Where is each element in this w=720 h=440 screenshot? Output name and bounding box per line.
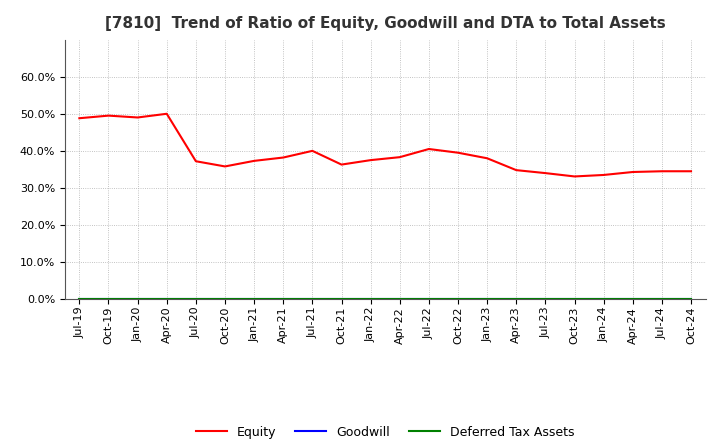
Equity [599,172,608,178]
Deferred Tax Assets [425,297,433,302]
Equity [192,158,200,164]
Equity [629,169,637,175]
Deferred Tax Assets [599,297,608,302]
Deferred Tax Assets [133,297,142,302]
Deferred Tax Assets [541,297,550,302]
Deferred Tax Assets [512,297,521,302]
Equity [454,150,462,155]
Equity [395,154,404,160]
Deferred Tax Assets [250,297,258,302]
Goodwill [163,297,171,302]
Equity [308,148,317,154]
Line: Equity: Equity [79,114,691,176]
Deferred Tax Assets [308,297,317,302]
Equity [250,158,258,164]
Equity [512,168,521,173]
Equity [133,115,142,120]
Goodwill [366,297,375,302]
Goodwill [220,297,229,302]
Equity [75,116,84,121]
Equity [366,158,375,163]
Goodwill [541,297,550,302]
Goodwill [75,297,84,302]
Goodwill [483,297,492,302]
Equity [425,147,433,152]
Deferred Tax Assets [483,297,492,302]
Goodwill [425,297,433,302]
Goodwill [599,297,608,302]
Equity [163,111,171,117]
Equity [104,113,113,118]
Deferred Tax Assets [75,297,84,302]
Goodwill [570,297,579,302]
Goodwill [279,297,287,302]
Deferred Tax Assets [337,297,346,302]
Equity [570,174,579,179]
Equity [220,164,229,169]
Equity [483,156,492,161]
Goodwill [337,297,346,302]
Equity [687,169,696,174]
Goodwill [629,297,637,302]
Goodwill [308,297,317,302]
Goodwill [395,297,404,302]
Goodwill [104,297,113,302]
Deferred Tax Assets [570,297,579,302]
Goodwill [133,297,142,302]
Deferred Tax Assets [192,297,200,302]
Deferred Tax Assets [629,297,637,302]
Deferred Tax Assets [220,297,229,302]
Goodwill [250,297,258,302]
Title: [7810]  Trend of Ratio of Equity, Goodwill and DTA to Total Assets: [7810] Trend of Ratio of Equity, Goodwil… [105,16,665,32]
Goodwill [454,297,462,302]
Goodwill [657,297,666,302]
Equity [657,169,666,174]
Deferred Tax Assets [454,297,462,302]
Deferred Tax Assets [163,297,171,302]
Deferred Tax Assets [104,297,113,302]
Equity [337,162,346,167]
Deferred Tax Assets [366,297,375,302]
Deferred Tax Assets [687,297,696,302]
Goodwill [192,297,200,302]
Legend: Equity, Goodwill, Deferred Tax Assets: Equity, Goodwill, Deferred Tax Assets [191,421,580,440]
Deferred Tax Assets [395,297,404,302]
Goodwill [512,297,521,302]
Deferred Tax Assets [657,297,666,302]
Equity [279,155,287,160]
Goodwill [687,297,696,302]
Equity [541,170,550,176]
Deferred Tax Assets [279,297,287,302]
